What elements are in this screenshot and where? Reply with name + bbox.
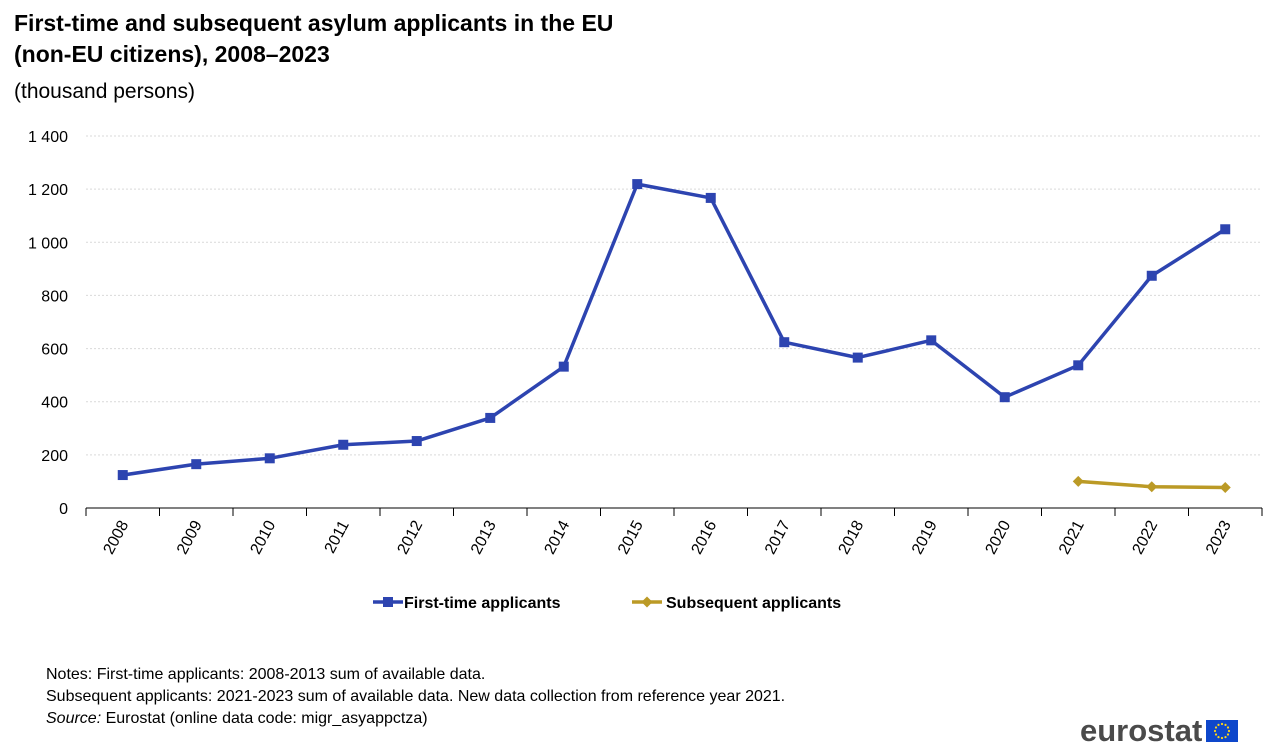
data-point — [852, 352, 863, 363]
legend-marker — [383, 597, 393, 607]
y-tick-label: 1 200 — [28, 182, 68, 199]
eurostat-logo: eurostat — [1080, 713, 1239, 748]
legend-marker — [641, 596, 653, 608]
data-point — [779, 337, 790, 348]
series-line — [122, 182, 1227, 477]
x-tick-label: 2010 — [248, 518, 280, 557]
x-tick-label: 2021 — [1056, 518, 1088, 557]
eu-flag-icon — [1206, 720, 1239, 742]
data-point — [1072, 475, 1084, 487]
y-tick-label: 200 — [41, 448, 68, 465]
data-point — [191, 459, 202, 470]
x-tick-label: 2008 — [101, 518, 133, 557]
chart-title-line-1: First-time and subsequent asylum applica… — [14, 10, 614, 36]
x-tick-label: 2019 — [909, 518, 941, 557]
data-point — [1219, 482, 1231, 494]
y-tick-label: 0 — [59, 501, 68, 518]
y-tick-label: 600 — [41, 342, 68, 359]
legend-label: Subsequent applicants — [666, 595, 841, 612]
data-point — [1146, 270, 1157, 281]
chart-notes: Notes: First-time applicants: 2008-2013 … — [46, 664, 785, 730]
data-point — [338, 439, 349, 450]
x-tick-label: 2013 — [468, 518, 500, 557]
legend-label: First-time applicants — [404, 595, 561, 612]
data-point — [1073, 360, 1084, 371]
data-point — [558, 361, 569, 372]
data-point — [411, 436, 422, 447]
chart-title: First-time and subsequent asylum applica… — [14, 8, 914, 70]
y-tick-label: 400 — [41, 395, 68, 412]
data-point — [1146, 481, 1158, 493]
x-tick-label: 2009 — [174, 518, 206, 557]
chart-title-line-2: (non-EU citizens), 2008–2023 — [14, 41, 330, 67]
x-tick-label: 2018 — [836, 518, 868, 557]
x-tick-label: 2022 — [1130, 518, 1162, 557]
data-point — [264, 453, 275, 464]
x-tick-label: 2011 — [322, 518, 353, 556]
data-point — [999, 392, 1010, 403]
x-tick-label: 2020 — [983, 518, 1015, 557]
notes-source: Source: Eurostat (online data code: migr… — [46, 708, 785, 730]
source-text: Eurostat (online data code: migr_asyappc… — [101, 710, 428, 727]
y-tick-label: 1 000 — [28, 235, 68, 252]
data-point — [1220, 224, 1231, 235]
x-tick-label: 2012 — [395, 518, 427, 557]
x-tick-label: 2014 — [542, 518, 574, 557]
data-point — [485, 412, 496, 423]
y-tick-label: 800 — [41, 288, 68, 305]
x-tick-label: 2016 — [689, 518, 721, 557]
chart-unit: (thousand persons) — [14, 80, 195, 103]
data-point — [705, 192, 716, 203]
x-tick-label: 2023 — [1203, 518, 1235, 557]
eurostat-logo-text: eurostat — [1080, 713, 1203, 748]
data-point — [632, 179, 643, 190]
source-label: Source: — [46, 710, 102, 727]
notes-line-1: Notes: First-time applicants: 2008-2013 … — [46, 666, 486, 683]
notes-line-2: Subsequent applicants: 2021-2023 sum of … — [46, 688, 786, 705]
x-tick-label: 2017 — [762, 518, 794, 557]
data-point — [117, 470, 128, 481]
x-tick-label: 2015 — [615, 518, 647, 557]
y-tick-label: 1 400 — [28, 129, 68, 146]
data-point — [926, 335, 937, 346]
